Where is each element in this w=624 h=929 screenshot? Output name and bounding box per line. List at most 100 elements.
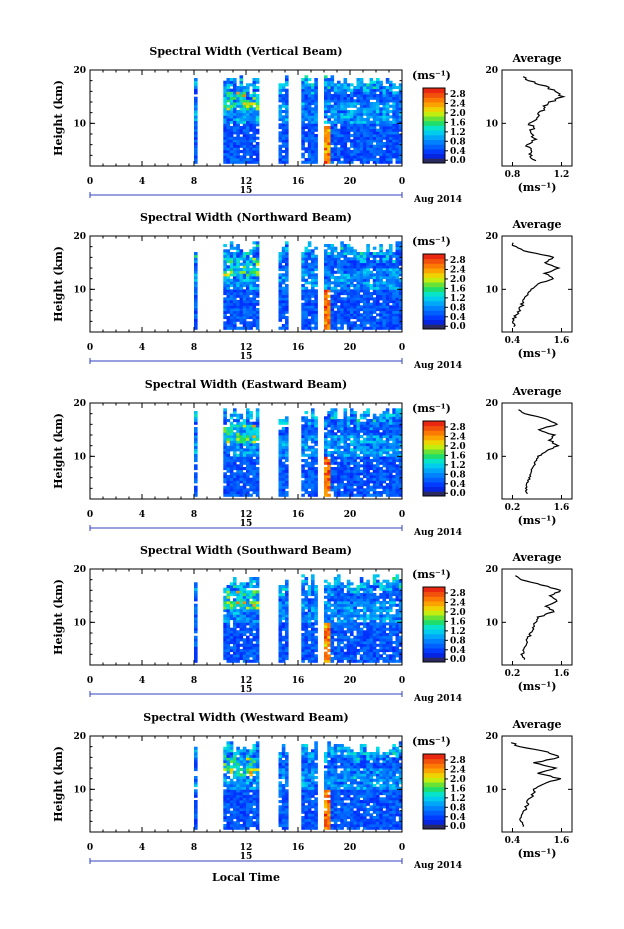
heatmap-cell	[343, 297, 348, 301]
heatmap-cell	[194, 619, 198, 623]
heatmap-cell	[194, 150, 198, 154]
heatmap-cell	[343, 469, 348, 473]
heatmap-cell	[395, 155, 400, 159]
heatmap-cell	[359, 273, 364, 277]
heatmap-cell	[366, 86, 370, 90]
heatmap-cell	[233, 150, 237, 154]
heatmap-cell	[255, 603, 260, 607]
heatmap-cell	[350, 310, 354, 314]
heatmap-cell	[340, 120, 344, 124]
heatmap-cell	[330, 630, 335, 634]
heatmap-cell	[249, 440, 253, 444]
heatmap-cell	[255, 286, 260, 290]
heatmap-cell	[278, 448, 283, 452]
heatmap-cell	[229, 310, 234, 314]
heatmap-cell	[372, 477, 377, 481]
heatmap-cell	[369, 265, 374, 269]
heatmap-cell	[278, 609, 283, 613]
heatmap-cell	[356, 123, 361, 127]
heatmap-cell	[278, 633, 283, 637]
heatmap-cell	[385, 142, 390, 146]
heatmap-cell	[233, 147, 237, 151]
heatmap-cell	[343, 595, 348, 599]
heatmap-cell	[389, 244, 393, 248]
heatmap-cell	[285, 419, 289, 423]
heatmap-cell	[285, 472, 289, 476]
heatmap-cell	[311, 429, 315, 433]
heatmap-cell	[311, 638, 315, 642]
heatmap-cell	[327, 585, 331, 589]
heatmap-cell	[324, 300, 328, 304]
heatmap-cell	[366, 147, 370, 151]
heatmap-cell	[229, 630, 234, 634]
heatmap-cell	[278, 585, 283, 589]
heatmap-cell	[392, 96, 396, 100]
heatmap-cell	[233, 643, 237, 647]
heatmap-cell	[376, 78, 380, 82]
heatmap-cell	[343, 134, 348, 138]
heatmap-cell	[311, 448, 315, 452]
heatmap-cell	[346, 120, 351, 124]
heatmap-cell	[395, 437, 400, 441]
heatmap-cell	[236, 102, 240, 106]
heatmap-cell	[314, 472, 318, 476]
heatmap-cell	[356, 144, 361, 148]
heatmap-cell	[366, 110, 370, 114]
heatmap-cell	[350, 630, 354, 634]
heatmap-cell	[333, 614, 338, 618]
heatmap-cell	[236, 96, 240, 100]
heatmap-cell	[194, 472, 198, 476]
heatmap-cell	[382, 99, 387, 103]
heatmap-cell	[330, 152, 335, 156]
heatmap-cell	[340, 94, 344, 98]
heatmap-cell	[314, 617, 318, 621]
heatmap-cell	[333, 249, 338, 253]
heatmap-cell	[307, 326, 312, 330]
heatmap-cell	[333, 297, 338, 301]
heatmap-cell	[359, 305, 364, 309]
heatmap-cell	[281, 485, 286, 489]
heatmap-cell	[285, 155, 289, 159]
heatmap-cell	[350, 308, 354, 312]
heatmap-cell	[301, 128, 305, 132]
heatmap-cell	[327, 485, 331, 489]
heatmap-cell	[337, 112, 341, 116]
heatmap-cell	[194, 443, 198, 447]
heatmap-cell	[307, 96, 312, 100]
heatmap-cell	[337, 633, 341, 637]
heatmap-cell	[346, 136, 351, 140]
heatmap-cell	[236, 126, 240, 130]
heatmap-cell	[304, 104, 309, 108]
heatmap-cell	[343, 635, 348, 639]
heatmap-cell	[194, 432, 198, 436]
heatmap-cell	[346, 453, 351, 457]
heatmap-cell	[353, 99, 357, 103]
heatmap-cell	[249, 147, 253, 151]
heatmap-cell	[398, 86, 403, 90]
heatmap-cell	[255, 321, 260, 325]
heatmap-cell	[350, 324, 354, 328]
heatmap-cell	[372, 120, 377, 124]
heatmap-cell	[252, 324, 257, 328]
heatmap-cell	[324, 461, 328, 465]
heatmap-cell	[333, 603, 338, 607]
panel-title: Spectral Width (Southward Beam)	[140, 544, 352, 557]
heatmap-cell	[376, 94, 380, 98]
heatmap-cell	[346, 493, 351, 497]
heatmap-cell	[389, 155, 393, 159]
heatmap-cell	[372, 483, 377, 487]
heatmap-cell	[327, 118, 331, 122]
heatmap-cell	[346, 289, 351, 293]
heatmap-cell	[324, 152, 328, 156]
heatmap-cell	[359, 110, 364, 114]
heatmap-cell	[353, 115, 357, 119]
heatmap-cell	[337, 292, 341, 296]
heatmap-cell	[314, 630, 318, 634]
heatmap-cell	[307, 276, 312, 280]
heatmap-cell	[343, 485, 348, 489]
heatmap-cell	[327, 316, 331, 320]
heatmap-cell	[366, 310, 370, 314]
heatmap-cell	[333, 440, 338, 444]
heatmap-cell	[285, 78, 289, 82]
heatmap-cell	[395, 273, 400, 277]
